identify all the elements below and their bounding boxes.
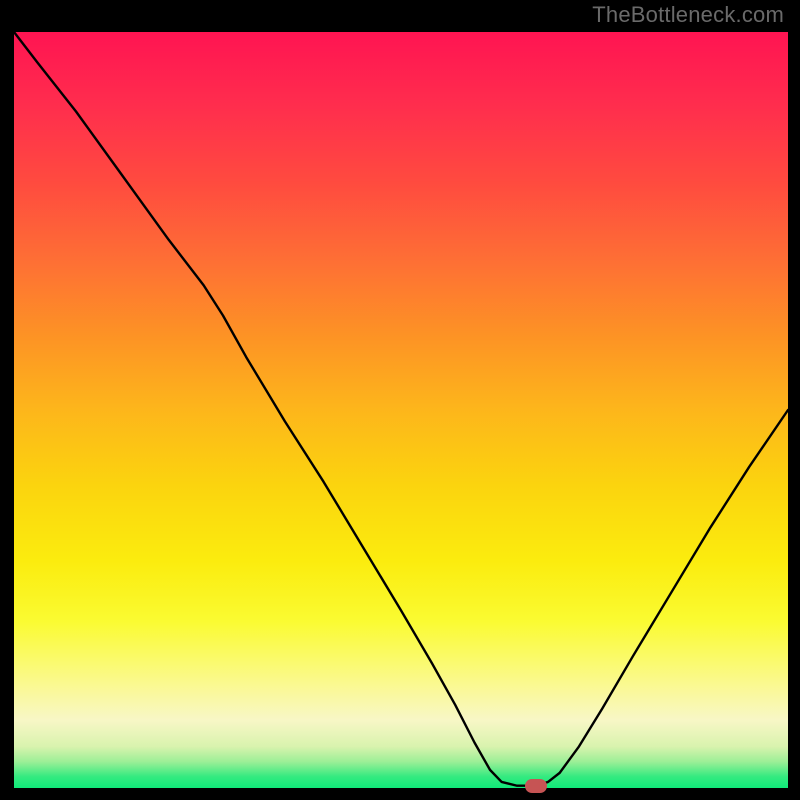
optimal-marker: [525, 779, 547, 793]
watermark-text: TheBottleneck.com: [592, 2, 784, 28]
chart-container: TheBottleneck.com: [0, 0, 800, 800]
bottleneck-curve: [14, 32, 788, 788]
plot-area: [14, 32, 788, 788]
